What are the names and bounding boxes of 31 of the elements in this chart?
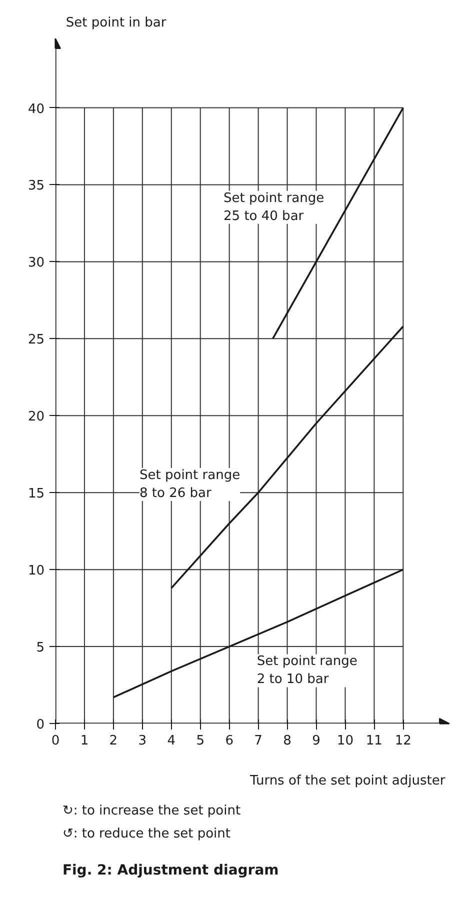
x-tick-label: 11 xyxy=(366,734,382,748)
x-tick-label: 12 xyxy=(394,734,412,748)
x-tick-label: 2 xyxy=(109,734,118,748)
text: ↺: to reduce the set point xyxy=(62,826,230,842)
series-label: Set point range 8 to 26 bar xyxy=(140,468,240,501)
x-tick-label: 6 xyxy=(225,734,234,748)
series-label: Set point range 2 to 10 bar xyxy=(256,654,358,688)
y-tick-label: 35 xyxy=(28,178,45,194)
y-tick-label: 20 xyxy=(28,410,45,425)
x-axis-title: Turns of the set point adjuster xyxy=(248,774,446,788)
x-tick-label: 8 xyxy=(283,734,292,748)
x-tick-label: 9 xyxy=(312,734,320,748)
text: ↻: to increase the set point xyxy=(62,804,241,818)
x-tick-label: 10 xyxy=(336,734,354,748)
line-series xyxy=(112,568,404,698)
x-tick-label: 3 xyxy=(138,734,147,748)
x-tick-label: 4 xyxy=(167,734,176,748)
y-tick-label: 0 xyxy=(36,718,45,732)
y-tick-label: 40 xyxy=(28,102,45,117)
y-tick-label: 15 xyxy=(28,486,45,502)
series-label: Set point range 25 to 40 bar xyxy=(224,190,324,224)
y-tick-label: 5 xyxy=(36,640,45,656)
x-tick-label: 7 xyxy=(254,734,262,748)
y-tick-label: 25 xyxy=(28,332,45,348)
y-axis-title: Set point in bar xyxy=(66,16,167,30)
text: Fig. 2: Adjustment diagram xyxy=(62,862,279,878)
x-tick-label: 5 xyxy=(196,734,204,748)
x-tick-label: 1 xyxy=(80,734,89,748)
y-tick-label: 30 xyxy=(28,256,45,271)
y-tick-label: 10 xyxy=(28,564,45,579)
x-tick-label: 0 xyxy=(51,734,60,748)
